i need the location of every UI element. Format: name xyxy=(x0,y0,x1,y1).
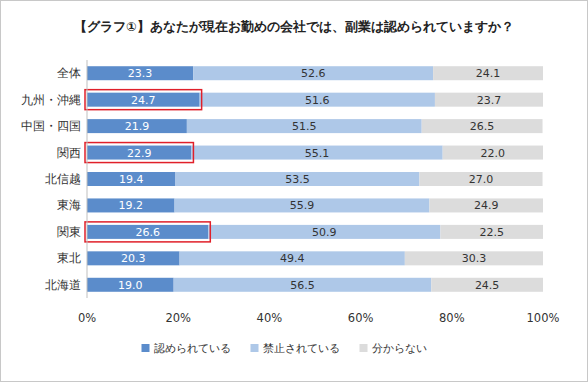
bar-segment xyxy=(87,278,174,292)
bar-segment xyxy=(422,119,543,133)
category-label: 関東 xyxy=(57,225,81,239)
highlight-box xyxy=(85,222,210,242)
legend-swatch xyxy=(142,344,150,352)
highlights xyxy=(85,90,210,242)
bar-segment xyxy=(180,251,405,265)
tick-label: 100% xyxy=(527,311,560,325)
data-label: 21.9 xyxy=(125,120,150,133)
category-label: 中国・四国 xyxy=(21,119,81,133)
bar-segment xyxy=(431,278,543,292)
bar-segment xyxy=(87,146,191,160)
category-label: 全体 xyxy=(57,66,81,80)
chart: 【グラフ①】あなたが現在お勤めの会社では、副業は認められていますか？ 23.3 52… xyxy=(0,0,588,382)
tick-label: 80% xyxy=(439,311,465,325)
legend: 認められている 禁止されている 分からない xyxy=(142,342,427,355)
bar-segment xyxy=(87,198,175,212)
data-label: 50.9 xyxy=(312,226,337,239)
category-label: 東海 xyxy=(57,198,81,212)
bars xyxy=(87,66,543,292)
data-label: 52.6 xyxy=(301,67,326,80)
highlight-box xyxy=(85,143,193,163)
bar-segment xyxy=(175,172,419,186)
tick-label: 20% xyxy=(165,311,191,325)
data-label: 20.3 xyxy=(121,252,146,265)
data-label: 49.4 xyxy=(280,252,305,265)
bar-segment xyxy=(87,225,208,239)
bar-segment xyxy=(193,66,433,80)
bar-segment xyxy=(87,172,175,186)
y-axis-line xyxy=(87,60,88,298)
category-label: 東北 xyxy=(57,251,81,265)
data-label: 26.5 xyxy=(470,120,495,133)
data-label: 30.3 xyxy=(462,252,487,265)
data-label: 24.7 xyxy=(131,94,156,107)
tick-label: 0% xyxy=(78,311,96,325)
bar-segment xyxy=(200,93,435,107)
data-label: 22.5 xyxy=(479,226,504,239)
data-label: 56.5 xyxy=(290,279,315,292)
legend-swatch xyxy=(251,344,259,352)
data-label: 22.9 xyxy=(127,147,152,160)
category-label: 北海道 xyxy=(45,278,81,292)
highlight-box xyxy=(85,90,202,110)
data-label: 19.2 xyxy=(119,199,144,212)
bar-segment xyxy=(440,225,543,239)
tick-label: 60% xyxy=(348,311,374,325)
data-label: 51.5 xyxy=(292,120,317,133)
data-labels: 23.3 52.6 24.1 24.7 51.6 23.7 21.9 51.5 26.5 22.9… xyxy=(118,67,505,292)
data-label: 24.5 xyxy=(475,279,500,292)
chart-frame xyxy=(1,1,588,382)
bar-segment xyxy=(191,146,442,160)
bar-segment xyxy=(443,146,543,160)
bar-segment xyxy=(174,278,432,292)
legend-label: 認められている xyxy=(154,342,231,355)
data-label: 53.5 xyxy=(285,173,310,186)
bar-segment xyxy=(405,251,543,265)
bar-segment xyxy=(429,198,543,212)
bar-segment xyxy=(435,93,543,107)
bar-segment xyxy=(187,119,422,133)
bar-segment xyxy=(433,66,543,80)
data-label: 24.1 xyxy=(476,67,501,80)
data-label: 23.7 xyxy=(477,94,502,107)
bar-segment xyxy=(87,66,193,80)
bar-segment xyxy=(419,172,542,186)
bar-segment xyxy=(175,198,430,212)
data-label: 26.6 xyxy=(135,226,160,239)
data-label: 55.9 xyxy=(290,199,315,212)
data-label: 19.4 xyxy=(119,173,144,186)
data-label: 51.6 xyxy=(305,94,330,107)
data-label: 19.0 xyxy=(118,279,143,292)
bar-segment xyxy=(87,119,187,133)
title: 【グラフ①】あなたが現在お勤めの会社では、副業は認められていますか？ xyxy=(74,19,514,34)
category-label: 北信越 xyxy=(45,172,81,186)
data-label: 27.0 xyxy=(469,173,494,186)
legend-label: 禁止されている xyxy=(263,342,340,355)
bar-segment xyxy=(87,251,180,265)
tick-label: 40% xyxy=(257,311,283,325)
category-label: 九州・沖縄 xyxy=(21,93,81,107)
legend-label: 分からない xyxy=(372,342,427,355)
category-label: 関西 xyxy=(57,146,81,160)
bar-segment xyxy=(208,225,440,239)
bar-segment xyxy=(87,93,200,107)
data-label: 22.0 xyxy=(481,147,506,160)
data-label: 23.3 xyxy=(128,67,153,80)
legend-swatch xyxy=(360,344,368,352)
data-label: 24.9 xyxy=(474,199,499,212)
data-label: 55.1 xyxy=(305,147,330,160)
